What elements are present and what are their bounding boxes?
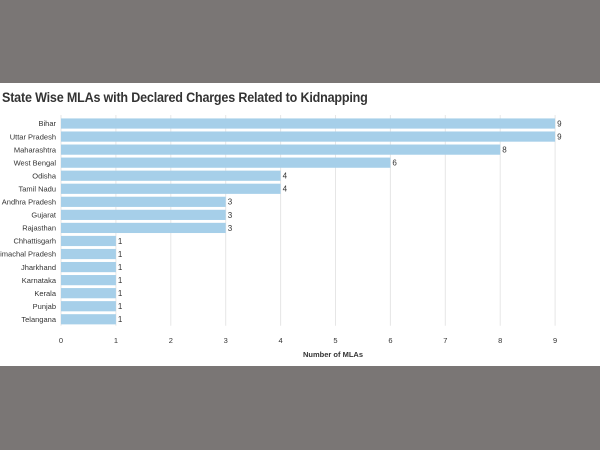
- bar: [61, 248, 116, 260]
- data-label: 3: [228, 211, 233, 220]
- category-label: Himachal Pradesh: [0, 250, 56, 259]
- category-label: Telangana: [21, 315, 56, 324]
- category-label: Maharashtra: [14, 145, 57, 154]
- data-label: 1: [118, 237, 123, 246]
- bar: [61, 235, 116, 247]
- data-label: 1: [118, 315, 123, 324]
- category-label: Jharkhand: [21, 263, 56, 272]
- x-tick-label: 5: [333, 336, 337, 345]
- bar: [61, 118, 556, 129]
- category-labels: Bihar Uttar Pradesh Maharashtra West Bengal…: [0, 119, 57, 324]
- x-axis-title: Number of MLAs: [303, 350, 363, 359]
- bar: [61, 314, 116, 325]
- data-label: 8: [502, 146, 507, 155]
- x-tick-label: 8: [498, 336, 502, 345]
- category-label: West Bengal: [14, 158, 57, 167]
- bar: [61, 222, 226, 234]
- bar: [61, 261, 116, 273]
- category-label: Karnataka: [22, 276, 57, 285]
- bars: [61, 118, 556, 325]
- category-label: Tamil Nadu: [18, 184, 56, 193]
- bar: [61, 301, 116, 312]
- x-tick-label: 7: [443, 336, 447, 345]
- data-label: 1: [118, 276, 123, 285]
- x-tick-label: 3: [224, 336, 228, 345]
- category-label: Chhattisgarh: [13, 237, 56, 246]
- category-label: Uttar Pradesh: [10, 132, 56, 141]
- x-tick-label: 4: [279, 336, 283, 345]
- data-label: 1: [118, 289, 123, 298]
- bar: [61, 209, 226, 220]
- data-label: 9: [557, 132, 562, 141]
- x-axis-ticks: 0 1 2 3 4 5 6 7 8 9: [59, 336, 557, 345]
- data-labels: 9 9 8 6 4 4 3 3 3 1 1 1 1 1 1 1: [118, 119, 562, 324]
- bottom-background-band: [0, 366, 600, 450]
- category-label: Punjab: [33, 302, 56, 311]
- top-background-band: [0, 0, 600, 83]
- data-label: 1: [118, 302, 123, 311]
- x-tick-label: 0: [59, 336, 63, 345]
- data-label: 6: [392, 159, 397, 168]
- x-tick-label: 6: [388, 336, 392, 345]
- bar: [61, 183, 281, 194]
- data-label: 4: [283, 185, 288, 194]
- chart-title: State Wise MLAs with Declared Charges Re…: [2, 90, 368, 105]
- bar: [61, 131, 556, 142]
- chart-panel: State Wise MLAs with Declared Charges Re…: [0, 83, 600, 366]
- bar: [61, 144, 501, 155]
- category-label: Gujarat: [31, 211, 57, 220]
- data-label: 9: [557, 119, 562, 128]
- data-label: 4: [283, 172, 288, 181]
- x-tick-label: 1: [114, 336, 118, 345]
- category-label: Bihar: [38, 119, 56, 128]
- x-tick-label: 2: [169, 336, 173, 345]
- data-label: 3: [228, 198, 233, 207]
- data-label: 1: [118, 250, 123, 259]
- category-label: Odisha: [32, 171, 57, 180]
- bar: [61, 196, 226, 207]
- data-label: 3: [228, 224, 233, 233]
- bar-chart: Bihar Uttar Pradesh Maharashtra West Bengal…: [0, 115, 562, 359]
- x-tick-label: 9: [553, 336, 557, 345]
- bar: [61, 170, 281, 181]
- bar: [61, 275, 116, 286]
- category-label: Kerala: [34, 289, 57, 298]
- bar: [61, 288, 116, 299]
- bar: [61, 157, 391, 168]
- category-label: Rajasthan: [22, 224, 56, 233]
- data-label: 1: [118, 263, 123, 272]
- category-label: Andhra Pradesh: [2, 198, 56, 207]
